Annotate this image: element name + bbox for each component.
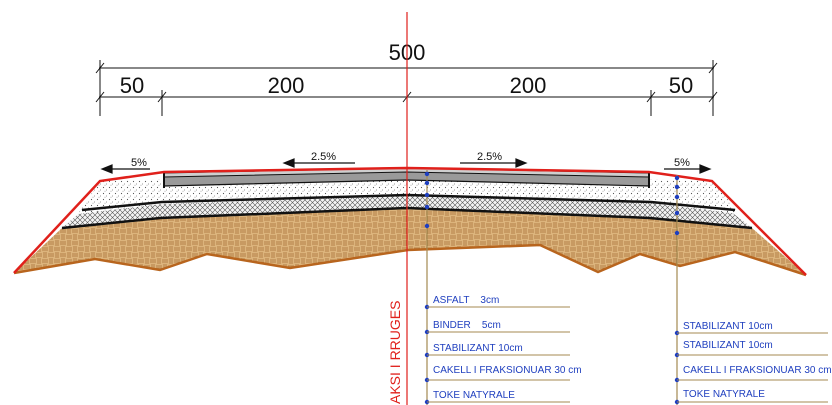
shoulder-layer-aggregate: CAKELL I FRAKSIONUAR 30 cm [683, 365, 832, 376]
center-layer-aggregate: CAKELL I FRAKSIONUAR 30 cm [433, 365, 582, 376]
left-lane-width-label: 200 [268, 73, 305, 98]
center-label-lines [427, 306, 570, 403]
natural-soil-layer [14, 208, 806, 275]
shoulder-layer-stabilizer-1: STABILIZANT 10cm [683, 321, 773, 332]
right-shoulder-slope: 5% [674, 157, 690, 169]
center-layer-stabilizer: STABILIZANT 10cm [433, 343, 523, 354]
right-lane-slope: 2.5% [477, 151, 502, 163]
road-axis-label: AKSI I RRUGES [387, 301, 403, 404]
right-lane-width-label: 200 [510, 73, 547, 98]
left-shoulder-slope: 5% [131, 157, 147, 169]
center-layer-asphalt: ASFALT 3cm [433, 295, 499, 306]
slope-arrows [100, 158, 712, 174]
shoulder-layer-natural-soil: TOKE NATYRALE [683, 389, 765, 400]
center-layer-binder: BINDER 5cm [433, 320, 501, 331]
right-shoulder-width-label: 50 [669, 73, 693, 98]
left-shoulder-width-label: 50 [120, 73, 144, 98]
shoulder-layer-stabilizer-2: STABILIZANT 10cm [683, 340, 773, 351]
left-lane-slope: 2.5% [311, 151, 336, 163]
soil-boundary-line [13, 243, 807, 277]
center-layer-natural-soil: TOKE NATYRALE [433, 390, 515, 401]
shoulder-label-lines [677, 332, 828, 403]
